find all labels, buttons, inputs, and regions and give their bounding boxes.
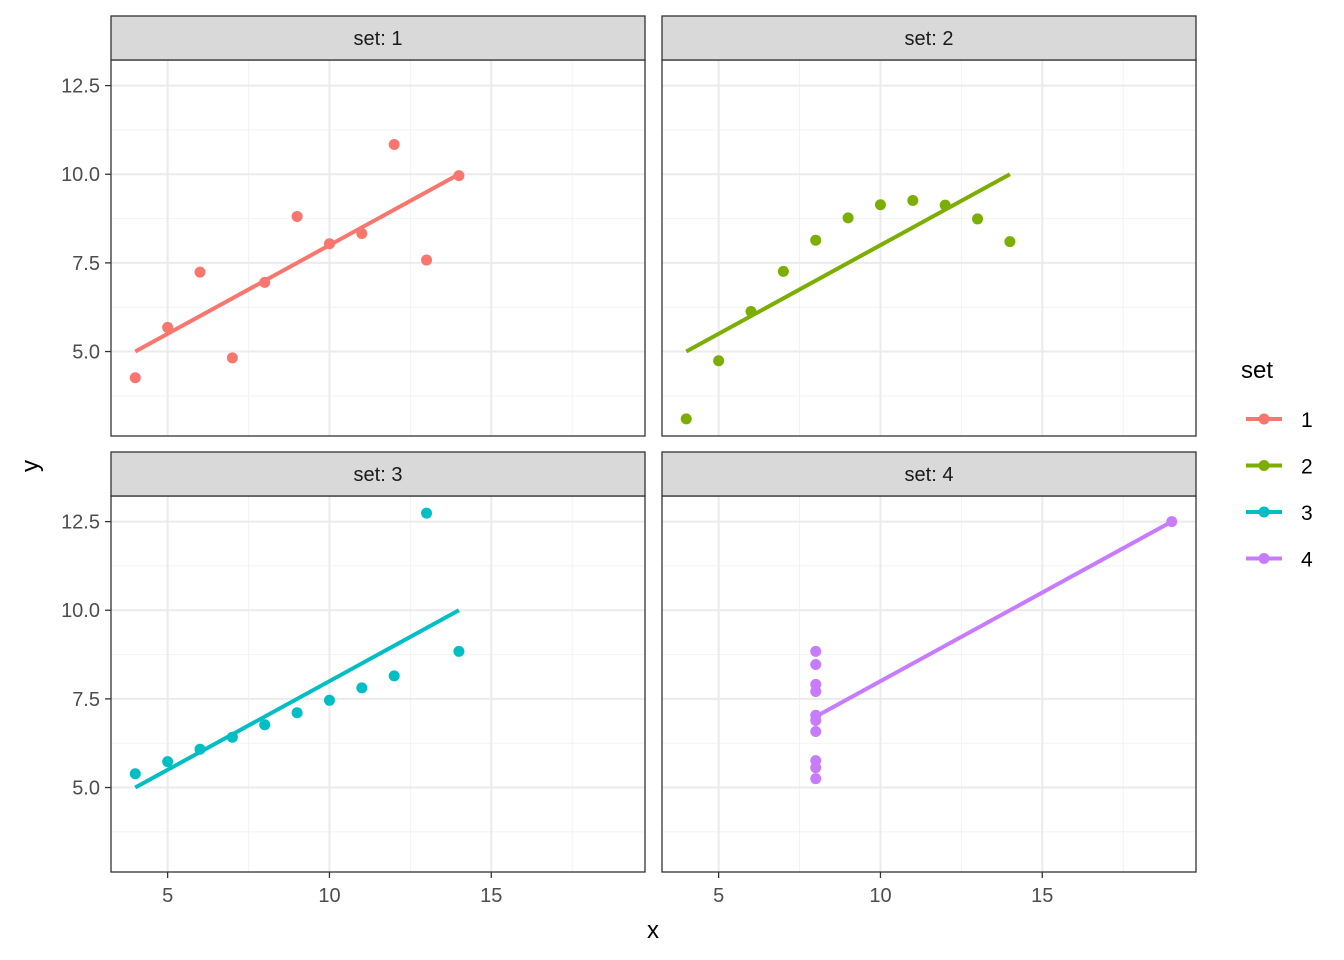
data-point [680,413,692,425]
data-point [421,254,433,266]
y-tick-label: 5.0 [72,342,100,364]
legend-title: set [1241,357,1273,384]
y-tick-label: 12.5 [61,512,100,534]
data-point [810,678,822,690]
data-point [453,170,465,182]
data-point [291,210,303,222]
legend-label: 4 [1301,549,1313,572]
legend-key-point [1258,553,1270,564]
y-tick-label: 7.5 [72,253,100,275]
facet-panel-2: set: 2 [661,15,1197,437]
facet-strip [110,15,646,61]
legend-label: 1 [1301,409,1313,432]
facet-strip [661,15,1197,61]
data-point [356,682,368,694]
x-tick-label: 5 [162,885,173,907]
facet-strip [110,451,646,497]
data-point [323,238,335,250]
legend-key-point [1258,460,1270,471]
data-point [874,199,886,211]
x-axis-label: x [647,917,659,944]
y-tick-label: 10.0 [61,600,100,622]
y-tick-label: 7.5 [72,689,100,711]
regression-line [685,172,1011,354]
x-tick-label: 15 [480,885,502,907]
data-point [713,355,725,367]
facet-panel-3: set: 3 5.0 7.5 10.0 12.5 5 10 15 [61,451,646,907]
x-tick-label: 10 [318,885,340,907]
facet-panel-1: set: 1 5.0 7.5 10.0 12.5 [61,15,646,437]
data-point [356,227,368,239]
data-point [323,694,335,706]
data-point [129,768,141,780]
y-tick-label: 5.0 [72,778,100,800]
data-point [810,234,822,246]
data-point [226,352,238,364]
data-point [259,719,271,731]
legend-entry-4: 4 [1246,549,1313,572]
y-tick-label: 12.5 [61,76,100,98]
data-point [810,726,822,738]
legend-label: 3 [1301,502,1313,525]
x-tick-label: 15 [1031,885,1053,907]
data-point [162,321,174,333]
legend-label: 2 [1301,456,1313,479]
facet-strip [661,451,1197,497]
panel-border [110,59,646,437]
y-tick-label: 10.0 [61,164,100,186]
legend-entry-1: 1 [1246,409,1313,432]
data-point [810,715,822,727]
legend-entry-2: 2 [1246,456,1313,479]
data-point [810,762,822,774]
data-point [777,265,789,277]
y-axis-label: y [17,460,44,472]
facet-strip-label: set: 1 [354,28,403,50]
data-point [907,194,919,206]
facet-strip-label: set: 3 [354,464,403,486]
regression-line [134,172,460,354]
data-point [939,199,951,211]
panel-border [661,59,1197,437]
legend-key-point [1258,506,1270,518]
legend-entry-3: 3 [1246,502,1313,525]
facet-panel-4: set: 4 5 10 15 [661,451,1197,907]
data-point [810,773,822,785]
legend-key-point [1258,413,1270,425]
regression-line [134,608,460,790]
facet-strip-label: set: 2 [905,28,954,50]
data-point [453,645,465,657]
data-point [1166,516,1178,528]
data-point [388,670,400,682]
data-point [129,372,141,384]
data-point [842,212,854,224]
data-point [810,645,822,657]
data-point [259,276,271,288]
panel-border [110,495,646,873]
x-tick-label: 10 [869,885,891,907]
facet-strip-label: set: 4 [905,464,954,486]
regression-line [814,519,1173,719]
data-point [162,756,174,768]
data-point [421,507,433,519]
x-tick-label: 5 [713,885,724,907]
data-point [226,731,238,743]
data-point [291,707,303,719]
data-point [810,658,822,670]
data-point [745,305,757,317]
data-point [194,743,206,755]
data-point [972,213,984,225]
data-point [388,138,400,150]
data-point [1004,236,1016,248]
data-point [194,266,206,278]
